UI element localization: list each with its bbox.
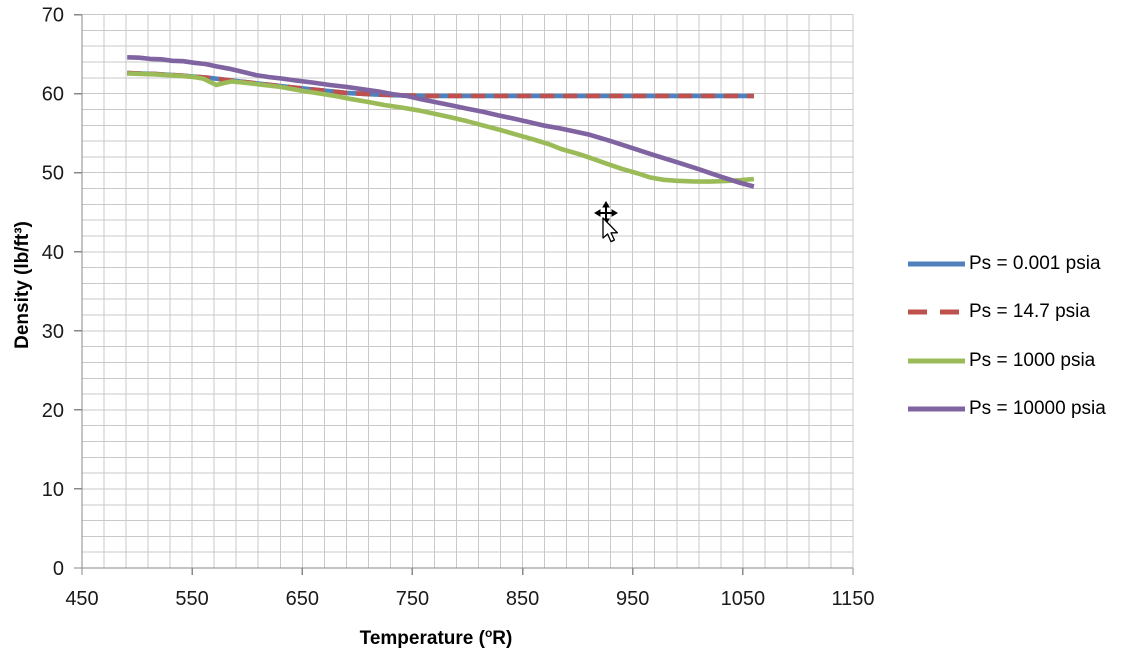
legend-item-label: Ps = 10000 psia — [969, 397, 1106, 419]
y-tick-label: 10 — [42, 479, 64, 501]
x-axis-title-suffix: R) — [492, 628, 513, 650]
x-tick-label: 950 — [616, 588, 649, 610]
legend-swatch-ps-1000-psia — [908, 358, 965, 364]
arrow-pointer-icon — [602, 217, 619, 243]
x-axis-ticks — [81, 568, 854, 575]
y-axis-ticks — [74, 13, 82, 569]
x-tick-label: 450 — [65, 588, 98, 610]
move-cursor-icon — [594, 201, 618, 225]
x-axis-title: Temperature (oR) — [360, 626, 513, 650]
series-line-ps-1000-psia[interactable] — [127, 71, 755, 184]
legend-item-label: Ps = 1000 psia — [969, 349, 1096, 371]
x-tick-label: 750 — [396, 588, 429, 610]
x-tick-label: 850 — [506, 588, 539, 610]
y-tick-label: 30 — [42, 321, 64, 343]
x-tick-label: 550 — [175, 588, 208, 610]
legend-item-ps-0-001-psia[interactable]: Ps = 0.001 psia — [908, 253, 1101, 275]
legend-item-label: Ps = 14.7 psia — [969, 301, 1090, 323]
x-axis-title-prefix: Temperature ( — [359, 628, 485, 650]
series-line-ps-14-7-psia[interactable] — [127, 70, 754, 99]
legend-item-ps-14-7-psia[interactable]: Ps = 14.7 psia — [908, 301, 1090, 323]
legend-item-ps-1000-psia[interactable]: Ps = 1000 psia — [908, 350, 1095, 372]
x-axis-title-sup: o — [484, 625, 493, 640]
legend-item-ps-10000-psia[interactable]: Ps = 10000 psia — [908, 398, 1106, 420]
legend-swatch-ps-10000-psia — [908, 406, 965, 412]
y-tick-label: 50 — [42, 163, 64, 185]
legend-item-label: Ps = 0.001 psia — [969, 253, 1101, 274]
x-tick-label: 650 — [286, 588, 319, 610]
x-tick-label: 1150 — [831, 588, 874, 610]
legend-swatch-ps-0-001-psia — [908, 261, 965, 267]
y-axis-title-text: Density (lb/ft³) — [12, 221, 33, 349]
y-tick-label: 40 — [42, 242, 64, 264]
y-tick-label: 70 — [42, 5, 64, 27]
y-tick-label: 0 — [53, 558, 64, 580]
legend-swatch-ps-14-7-psia — [908, 309, 965, 315]
series-line-ps-10000-psia[interactable] — [127, 55, 755, 189]
y-axis-title: Density (lb/ft³) — [12, 221, 34, 349]
y-tick-label: 20 — [42, 400, 64, 422]
y-tick-label: 60 — [42, 84, 64, 106]
mouse-cursor — [594, 201, 619, 243]
x-tick-label: 1050 — [721, 588, 766, 610]
